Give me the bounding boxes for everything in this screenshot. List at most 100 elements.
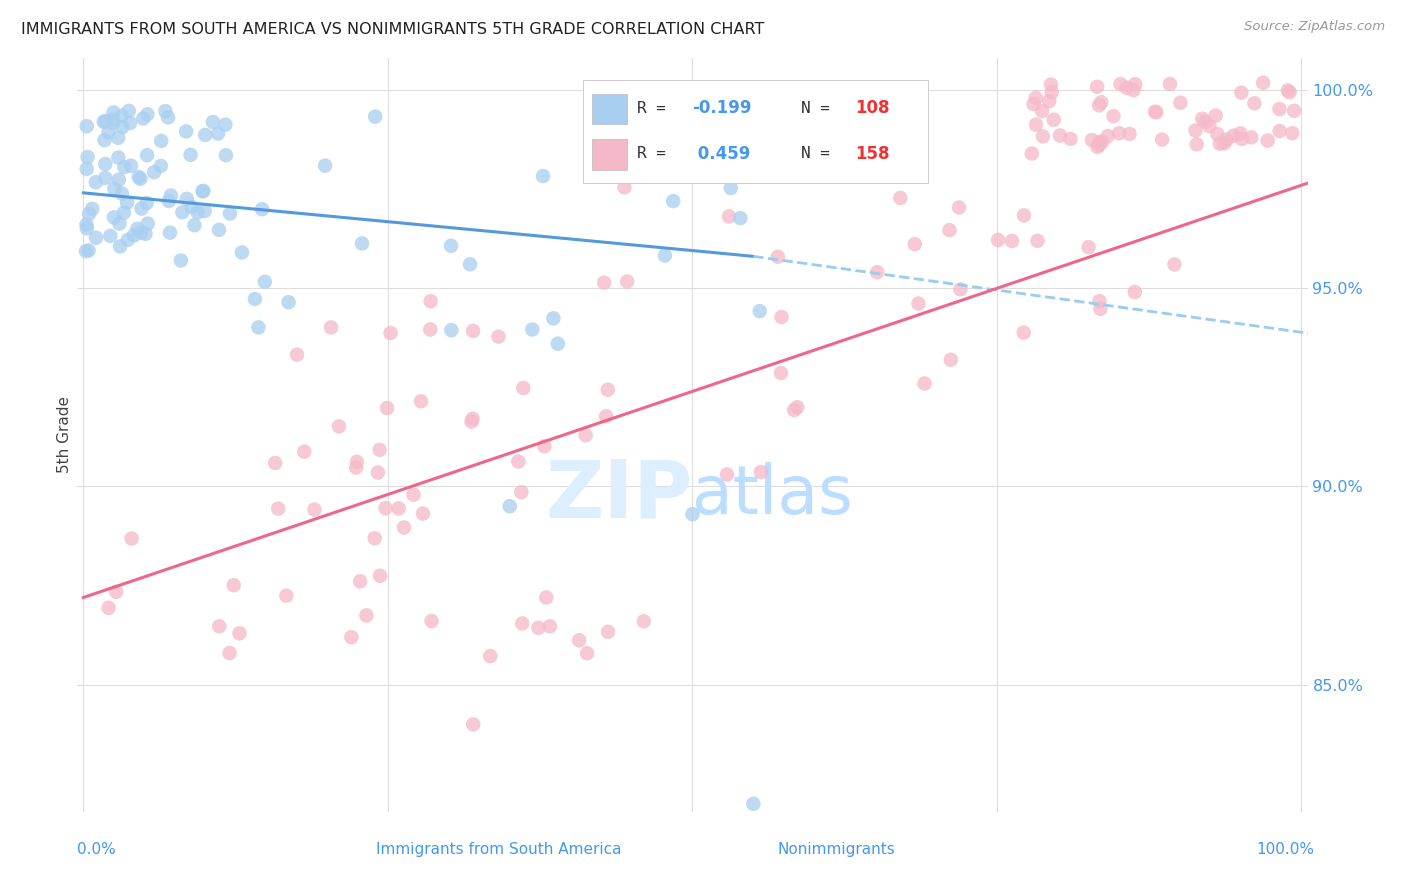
Point [531, 169, 554, 183]
Text: 158: 158 [856, 145, 890, 162]
Point [374, 501, 396, 516]
Text: 108: 108 [856, 100, 890, 118]
Point [1039, 78, 1062, 92]
Point [103, 116, 125, 130]
Point [107, 173, 129, 187]
Point [111, 120, 134, 135]
Point [277, 295, 299, 310]
Point [749, 465, 772, 479]
Point [368, 569, 391, 583]
Point [117, 233, 139, 247]
Point [866, 265, 889, 279]
Point [914, 376, 936, 391]
Point [460, 415, 482, 429]
Point [214, 118, 236, 132]
Point [1059, 132, 1081, 146]
Point [440, 323, 463, 337]
Point [243, 292, 266, 306]
Point [101, 112, 124, 127]
Point [1205, 109, 1227, 123]
Point [904, 237, 927, 252]
Point [218, 646, 240, 660]
Point [1152, 132, 1174, 146]
Point [231, 245, 253, 260]
Point [889, 191, 911, 205]
Point [285, 348, 308, 362]
Point [533, 439, 555, 453]
Point [461, 411, 484, 425]
Point [94, 170, 117, 185]
Point [129, 171, 152, 186]
Point [1043, 112, 1066, 127]
Point [814, 156, 837, 170]
Point [103, 105, 125, 120]
Text: R =: R = [637, 101, 675, 116]
Point [340, 630, 363, 644]
Point [82, 202, 104, 216]
Point [375, 401, 398, 415]
Point [1049, 128, 1071, 143]
Point [134, 227, 156, 241]
Text: Immigrants from South America: Immigrants from South America [377, 842, 621, 856]
Point [93, 133, 115, 147]
Point [1115, 80, 1137, 95]
Point [127, 221, 149, 235]
Point [1077, 240, 1099, 254]
Point [1031, 104, 1053, 119]
Point [613, 180, 636, 194]
Point [94, 114, 117, 128]
Point [121, 532, 143, 546]
Point [1216, 132, 1239, 146]
Point [499, 500, 522, 514]
Point [319, 320, 342, 334]
Point [1240, 130, 1263, 145]
Point [855, 169, 877, 184]
Point [536, 591, 558, 605]
Point [419, 294, 441, 309]
Point [131, 202, 153, 216]
Point [823, 154, 845, 169]
Point [783, 403, 806, 417]
Point [1001, 234, 1024, 248]
Point [132, 112, 155, 126]
Point [1278, 85, 1301, 99]
Text: ZIP: ZIP [546, 456, 693, 534]
Point [129, 226, 152, 240]
Point [461, 324, 484, 338]
Point [368, 442, 391, 457]
Point [1257, 134, 1279, 148]
Point [1243, 96, 1265, 111]
Point [1123, 77, 1146, 91]
Point [136, 148, 159, 162]
Point [522, 322, 544, 336]
Point [174, 124, 197, 138]
Point [458, 257, 481, 271]
Point [1038, 94, 1060, 108]
Point [510, 616, 533, 631]
Point [1088, 135, 1111, 149]
Point [128, 169, 150, 184]
Point [948, 201, 970, 215]
Point [97, 125, 120, 139]
Point [769, 366, 792, 380]
Point [575, 428, 598, 442]
Y-axis label: 5th Grade: 5th Grade [56, 396, 72, 474]
Point [1025, 91, 1047, 105]
Text: Source: ZipAtlas.com: Source: ZipAtlas.com [1244, 20, 1385, 33]
Point [392, 520, 415, 534]
Point [596, 383, 619, 397]
Point [420, 614, 443, 628]
Point [194, 128, 217, 142]
Point [1185, 137, 1208, 152]
Point [1163, 257, 1185, 271]
Point [1251, 76, 1274, 90]
Point [77, 244, 100, 258]
Point [94, 157, 117, 171]
Point [76, 218, 98, 232]
Point [105, 584, 128, 599]
Point [593, 276, 616, 290]
Point [1230, 132, 1253, 146]
Point [93, 115, 115, 129]
Point [1281, 126, 1303, 140]
Point [1021, 146, 1043, 161]
